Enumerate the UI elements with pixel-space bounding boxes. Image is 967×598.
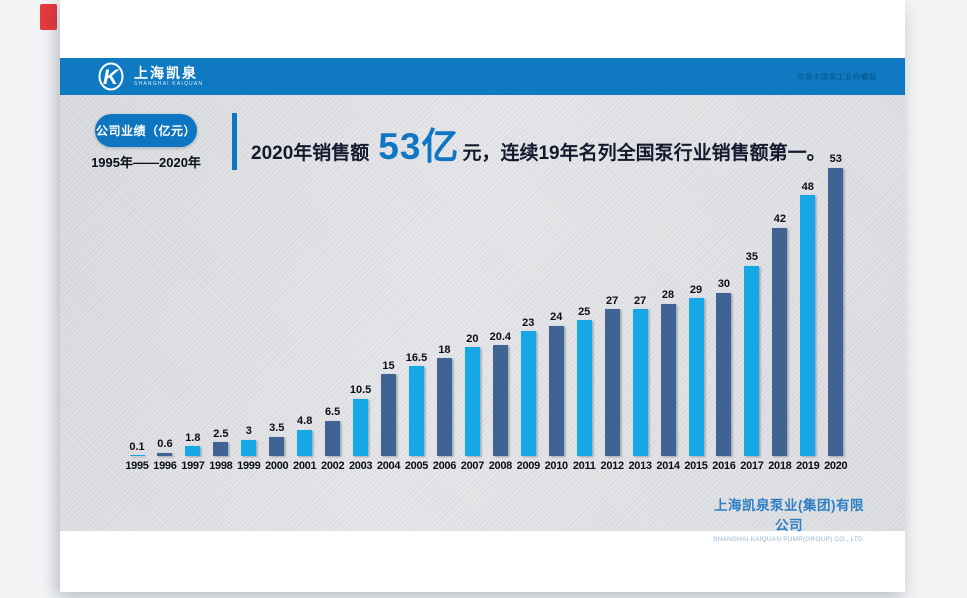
header-slogan: 引领中国泵工业的崛起: [797, 74, 877, 81]
company-logo: K 上海凯泉 SHANGHAI KAIQUAN: [96, 61, 203, 92]
svg-text:K: K: [103, 66, 120, 89]
corner-marker: [40, 4, 57, 30]
headline-highlight: 53亿: [378, 126, 460, 167]
title-badge: 公司业绩（亿元）: [95, 114, 197, 147]
logo-name-en: SHANGHAI KAIQUAN: [134, 81, 204, 87]
slide-content-area: [60, 95, 905, 531]
logo-name-cn: 上海凯泉: [134, 65, 198, 81]
kaiquan-logo-icon: K: [98, 62, 124, 91]
footer-company-cn: 上海凯泉泵业(集团)有限公司: [714, 498, 864, 533]
slide: K 上海凯泉 SHANGHAI KAIQUAN 引领中国泵工业的崛起 公司业绩（…: [60, 0, 905, 592]
headline-suffix: 元，连续19年名列全国泵行业销售额第一。: [462, 143, 826, 164]
logo-text-block: 上海凯泉 SHANGHAI KAIQUAN: [134, 61, 203, 92]
headline: 2020年销售额 53亿 元，连续19年名列全国泵行业销售额第一。: [251, 116, 826, 167]
headline-prefix: 2020年销售额: [251, 143, 370, 164]
footer-company-en: SHANGHAI KAIQUAN PUMP(GROUP) CO., LTD.: [713, 536, 865, 543]
footer: 上海凯泉泵业(集团)有限公司 SHANGHAI KAIQUAN PUMP(GRO…: [710, 494, 868, 543]
header-bar: K 上海凯泉 SHANGHAI KAIQUAN 引领中国泵工业的崛起: [60, 58, 905, 95]
headline-divider: [232, 113, 237, 170]
year-range-label: 1995年——2020年: [91, 155, 201, 170]
